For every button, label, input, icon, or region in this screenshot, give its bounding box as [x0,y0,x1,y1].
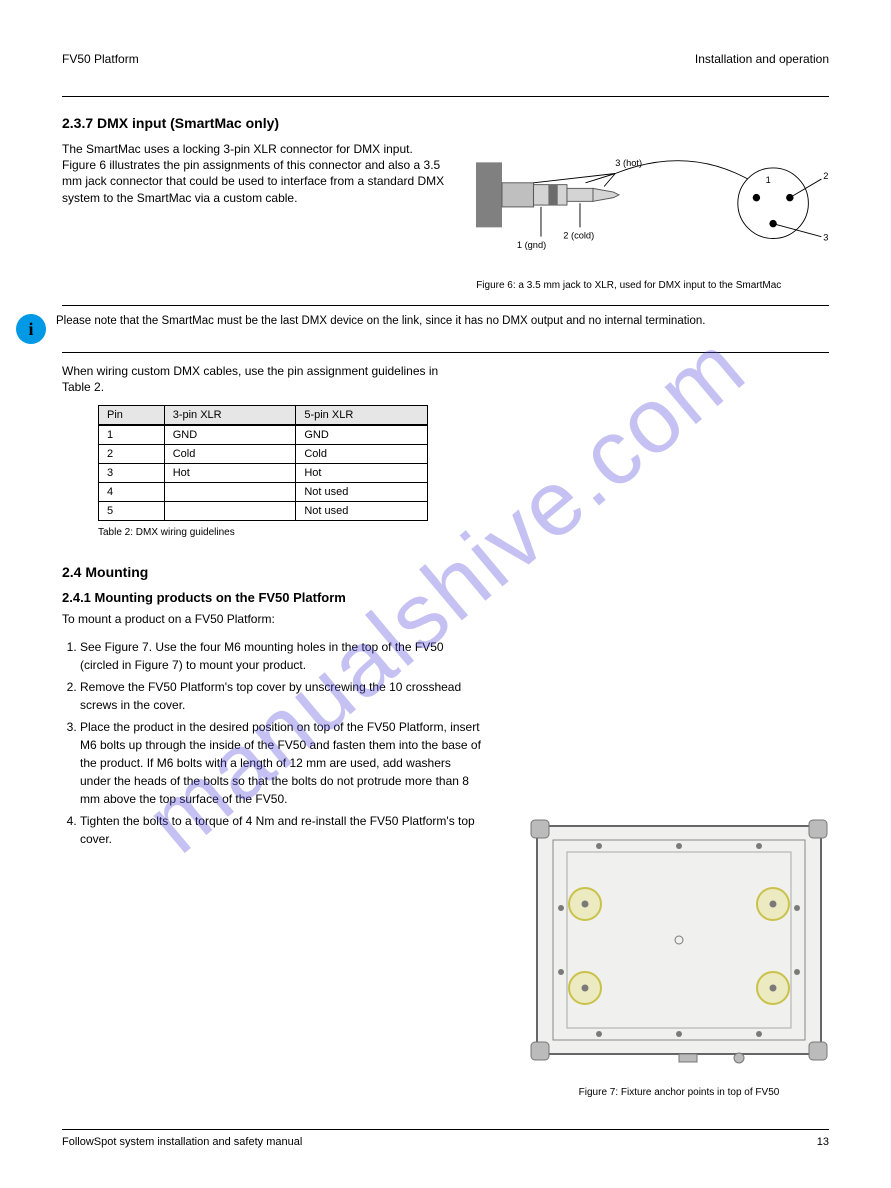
figure-7: Figure 7: Fixture anchor points in top o… [529,818,829,1098]
footer-page: 13 [817,1136,829,1148]
table-cell: 5 [99,502,165,521]
header-left: FV50 Platform [62,52,139,66]
note-text: Please note that the SmartMac must be th… [56,314,829,330]
xlr-pin-2: 2 [823,171,828,181]
fv50-top-diagram-icon [529,818,829,1078]
wiring-table: Pin 3-pin XLR 5-pin XLR 1GNDGND2ColdCold… [98,405,428,521]
step-item: Remove the FV50 Platform's top cover by … [80,678,482,714]
xlr-pin-3: 3 [823,232,828,242]
table-cell: Not used [296,502,428,521]
info-icon: i [16,314,46,344]
figure-6-caption: Figure 6: a 3.5 mm jack to XLR, used for… [476,280,829,291]
figure-7-caption: Figure 7: Fixture anchor points in top o… [529,1087,829,1098]
table-cell: Hot [164,464,296,483]
table-2-caption: Table 2: DMX wiring guidelines [98,527,829,538]
section-title-dmx: 2.3.7 DMX input (SmartMac only) [62,115,829,131]
table-cell: Cold [296,445,428,464]
table-cell [164,502,296,521]
footer-left: FollowSpot system installation and safet… [62,1136,302,1148]
jack-label-1: 1 (gnd) [517,240,546,250]
table-cell: GND [164,425,296,445]
table-cell: 2 [99,445,165,464]
figure-6: 1 (gnd) 2 (cold) 3 (hot) 1 2 3 Figure 6:… [476,141,829,291]
table-cell: Hot [296,464,428,483]
header-rule [62,96,829,97]
mounting-intro: To mount a product on a FV50 Platform: [62,611,442,627]
table-cell: 1 [99,425,165,445]
header-right: Installation and operation [695,52,829,66]
th-3pin: 3-pin XLR [164,406,296,426]
section-title-mounting: 2.4 Mounting [62,564,829,580]
jack-label-3: 3 (hot) [615,158,642,168]
table-cell: GND [296,425,428,445]
jack-xlr-diagram-icon: 1 (gnd) 2 (cold) 3 (hot) 1 2 3 [476,141,829,271]
step-item: Place the product in the desired positio… [80,718,482,808]
wiring-intro: When wiring custom DMX cables, use the p… [62,363,442,395]
table-cell [164,483,296,502]
table-cell: Cold [164,445,296,464]
table-cell: Not used [296,483,428,502]
footer: FollowSpot system installation and safet… [62,1129,829,1148]
jack-label-2: 2 (cold) [563,230,594,240]
xlr-pin-1: 1 [766,175,771,185]
subsection-title-mounting: 2.4.1 Mounting products on the FV50 Plat… [62,590,829,605]
step-item: See Figure 7. Use the four M6 mounting h… [80,638,482,674]
table-cell: 3 [99,464,165,483]
table-cell: 4 [99,483,165,502]
th-pin: Pin [99,406,165,426]
step-item: Tighten the bolts to a torque of 4 Nm an… [80,812,482,848]
th-5pin: 5-pin XLR [296,406,428,426]
note-bar: i Please note that the SmartMac must be … [62,305,829,353]
mounting-steps: See Figure 7. Use the four M6 mounting h… [62,638,482,848]
dmx-body-text: The SmartMac uses a locking 3-pin XLR co… [62,141,446,206]
